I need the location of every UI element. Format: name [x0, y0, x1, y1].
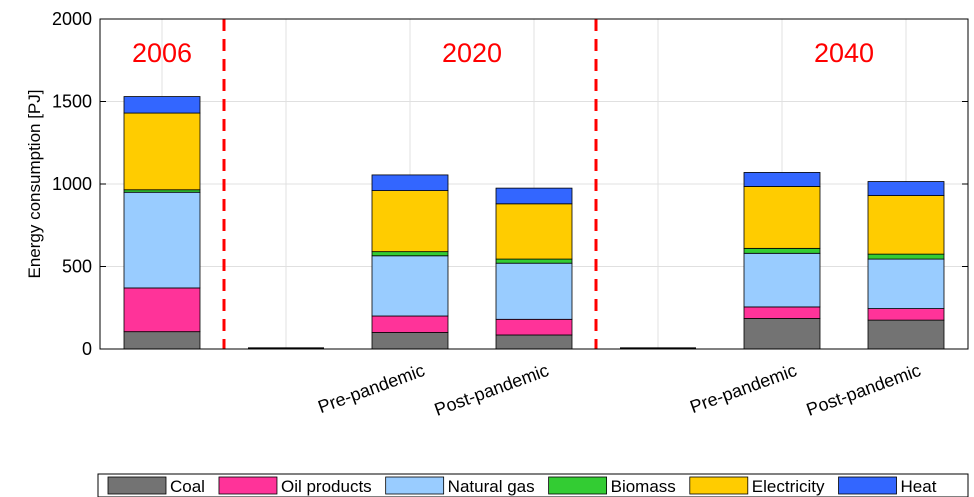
- bar-segment-coal: [743, 318, 821, 350]
- bar-segment-biomass: [867, 253, 945, 260]
- bars: [123, 96, 945, 350]
- category-label: Post-pandemic: [432, 360, 552, 420]
- bar-segment-heat: [123, 96, 201, 114]
- bar-segment-biomass: [371, 251, 449, 257]
- legend-label: Electricity: [752, 477, 825, 496]
- legend-label: Oil products: [281, 477, 372, 496]
- category-label: Post-pandemic: [804, 360, 924, 420]
- bar-segment-oil-products: [867, 308, 945, 321]
- legend: Coal Oil products Natural gas Biomass Electr…: [97, 473, 969, 497]
- y-tick-label: 1500: [52, 92, 92, 112]
- bar-segment-biomass: [743, 247, 821, 254]
- legend-label: Biomass: [611, 477, 676, 496]
- legend-label: Coal: [170, 477, 205, 496]
- y-tick-label: 500: [62, 257, 92, 277]
- bar-segment-oil-products: [371, 315, 449, 333]
- y-tick-label: 0: [82, 339, 92, 359]
- legend-label: Natural gas: [448, 477, 535, 496]
- bar-segment-electricity: [867, 195, 945, 255]
- y-tick-label: 2000: [52, 9, 92, 29]
- category-label: Pre-pandemic: [687, 360, 799, 417]
- legend-label: Heat: [901, 477, 937, 496]
- legend-swatch-electricity: [689, 476, 749, 495]
- bar-segment-heat: [867, 181, 945, 196]
- legend-swatch-biomass: [548, 476, 608, 495]
- bar-segment-natural-gas: [743, 252, 821, 308]
- bar-segment-oil-products: [123, 287, 201, 333]
- legend-swatch-natural-gas: [385, 476, 445, 495]
- bar-segment-natural-gas: [371, 255, 449, 317]
- period-label: 2006: [132, 38, 192, 68]
- y-tick-label: 1000: [52, 174, 92, 194]
- bar-segment-heat: [371, 174, 449, 192]
- bar-segment-coal: [495, 334, 573, 350]
- period-label: 2020: [442, 38, 502, 68]
- legend-box: [97, 473, 969, 497]
- legend-swatch-heat: [838, 476, 897, 495]
- period-label: 2040: [814, 38, 874, 68]
- bar-segment-coal: [123, 331, 201, 350]
- period-labels: 2006 2020 2040: [132, 38, 874, 68]
- period-separators: [222, 19, 598, 349]
- bar-segment-oil-products: [743, 306, 821, 319]
- bar-segment-natural-gas: [495, 262, 573, 320]
- y-axis-label: Energy consumption [PJ]: [25, 90, 44, 279]
- legend-swatch-coal: [107, 476, 167, 495]
- bar-segment-coal: [371, 332, 449, 350]
- category-label: Pre-pandemic: [315, 360, 427, 417]
- y-tick-labels: 0 500 1000 1500 2000: [52, 9, 92, 359]
- axes: [99, 18, 969, 350]
- bar-segment-electricity: [743, 186, 821, 249]
- legend-swatch-oil-products: [218, 476, 278, 495]
- bar-segment-electricity: [123, 112, 201, 191]
- bar-segment-electricity: [495, 203, 573, 260]
- bar-segment-natural-gas: [867, 258, 945, 309]
- bar-segment-electricity: [371, 190, 449, 253]
- bar-segment-heat: [495, 187, 573, 205]
- bar-segment-heat: [743, 172, 821, 187]
- category-labels: Pre-pandemic Post-pandemic Pre-pandemic Pos…: [315, 360, 923, 420]
- bar-segment-oil-products: [495, 318, 573, 336]
- bar-segment-natural-gas: [123, 191, 201, 289]
- bar-segment-biomass: [495, 258, 573, 264]
- bar-segment-coal: [867, 319, 945, 350]
